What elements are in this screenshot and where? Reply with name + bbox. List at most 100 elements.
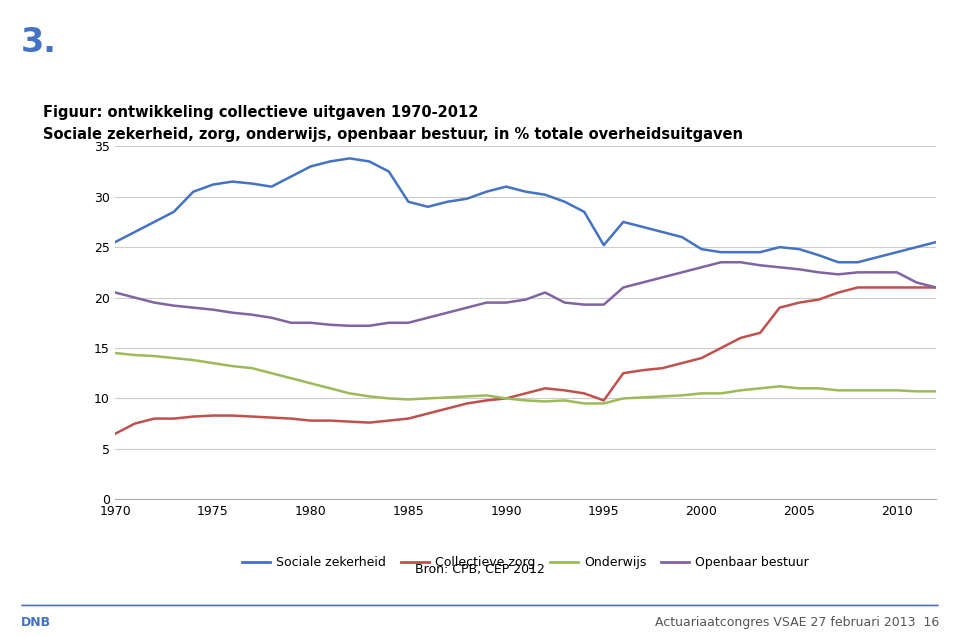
Openbaar bestuur — [832, 270, 844, 278]
Sociale zekerheid — [774, 244, 785, 251]
Sociale zekerheid — [207, 181, 219, 188]
Openbaar bestuur — [149, 299, 160, 307]
Onderwijs — [637, 394, 649, 401]
Sociale zekerheid — [540, 191, 551, 198]
Collectieve zorg — [383, 417, 395, 424]
Onderwijs — [344, 389, 355, 397]
Openbaar bestuur — [891, 268, 902, 276]
Onderwijs — [930, 387, 942, 395]
Collectieve zorg — [500, 394, 512, 402]
Sociale zekerheid — [324, 158, 336, 165]
Openbaar bestuur — [383, 319, 395, 327]
Text: Figuur: ontwikkeling collectieve uitgaven 1970-2012: Figuur: ontwikkeling collectieve uitgave… — [43, 105, 479, 120]
Collectieve zorg — [793, 299, 804, 307]
Onderwijs — [187, 356, 199, 364]
Text: Sociale zekerheid, zorg, onderwijs, openbaar bestuur, in % totale overheidsuitga: Sociale zekerheid, zorg, onderwijs, open… — [43, 127, 743, 142]
Sociale zekerheid — [813, 251, 825, 259]
Onderwijs — [402, 396, 414, 403]
Openbaar bestuur — [676, 268, 687, 276]
Sociale zekerheid — [832, 258, 844, 266]
Onderwijs — [285, 375, 297, 382]
Onderwijs — [109, 349, 121, 357]
Sociale zekerheid — [696, 245, 708, 253]
Line: Collectieve zorg: Collectieve zorg — [115, 287, 936, 434]
Collectieve zorg — [696, 354, 708, 362]
Collectieve zorg — [442, 404, 453, 412]
Sociale zekerheid — [579, 208, 590, 216]
Openbaar bestuur — [187, 304, 199, 312]
Collectieve zorg — [911, 284, 923, 291]
Onderwijs — [832, 387, 844, 394]
Onderwijs — [324, 385, 336, 392]
Collectieve zorg — [598, 397, 610, 404]
Openbaar bestuur — [774, 263, 785, 271]
Sociale zekerheid — [559, 198, 570, 205]
Sociale zekerheid — [422, 203, 434, 211]
Onderwijs — [872, 387, 883, 394]
Sociale zekerheid — [383, 168, 395, 176]
Collectieve zorg — [168, 415, 180, 422]
Sociale zekerheid — [149, 218, 160, 226]
Openbaar bestuur — [540, 289, 551, 296]
Text: Bron: CPB, CEP 2012: Bron: CPB, CEP 2012 — [415, 563, 545, 576]
Openbaar bestuur — [266, 314, 277, 322]
Collectieve zorg — [637, 366, 649, 374]
Sociale zekerheid — [872, 253, 883, 261]
Onderwijs — [774, 382, 785, 390]
Collectieve zorg — [364, 418, 375, 426]
Sociale zekerheid — [500, 183, 512, 190]
Sociale zekerheid — [715, 248, 727, 256]
Onderwijs — [715, 389, 727, 397]
Sociale zekerheid — [129, 228, 140, 236]
Collectieve zorg — [402, 415, 414, 422]
Text: Actuariaatcongres VSAE 27 februari 2013  16: Actuariaatcongres VSAE 27 februari 2013 … — [655, 616, 939, 628]
Onderwijs — [383, 394, 395, 402]
Collectieve zorg — [676, 359, 687, 367]
Collectieve zorg — [715, 344, 727, 352]
Collectieve zorg — [657, 364, 668, 372]
Openbaar bestuur — [657, 273, 668, 281]
Sociale zekerheid — [755, 248, 766, 256]
Collectieve zorg — [734, 334, 746, 342]
Onderwijs — [246, 364, 257, 372]
Openbaar bestuur — [481, 299, 492, 307]
Collectieve zorg — [207, 411, 219, 419]
Onderwijs — [168, 354, 180, 362]
Openbaar bestuur — [715, 258, 727, 266]
Collectieve zorg — [481, 397, 492, 404]
Sociale zekerheid — [911, 244, 923, 251]
Onderwijs — [129, 351, 140, 359]
Collectieve zorg — [422, 410, 434, 417]
Sociale zekerheid — [109, 238, 121, 246]
Collectieve zorg — [461, 399, 472, 407]
Sociale zekerheid — [637, 223, 649, 231]
Line: Sociale zekerheid: Sociale zekerheid — [115, 158, 936, 262]
Collectieve zorg — [832, 289, 844, 296]
Collectieve zorg — [129, 420, 140, 427]
Openbaar bestuur — [227, 309, 238, 317]
Openbaar bestuur — [734, 258, 746, 266]
Sociale zekerheid — [364, 158, 375, 165]
Openbaar bestuur — [422, 314, 434, 322]
Onderwijs — [305, 380, 317, 387]
Onderwijs — [734, 387, 746, 394]
Openbaar bestuur — [637, 279, 649, 286]
Collectieve zorg — [109, 430, 121, 438]
Openbaar bestuur — [109, 289, 121, 296]
Openbaar bestuur — [872, 268, 883, 276]
Sociale zekerheid — [305, 163, 317, 170]
Text: DNB: DNB — [21, 616, 51, 628]
Collectieve zorg — [149, 415, 160, 422]
Openbaar bestuur — [696, 263, 708, 271]
Collectieve zorg — [617, 370, 629, 377]
Sociale zekerheid — [617, 218, 629, 226]
Onderwijs — [852, 387, 864, 394]
Collectieve zorg — [187, 413, 199, 420]
Openbaar bestuur — [500, 299, 512, 307]
Onderwijs — [149, 352, 160, 360]
Sociale zekerheid — [519, 188, 531, 195]
Onderwijs — [657, 392, 668, 400]
Onderwijs — [266, 370, 277, 377]
Sociale zekerheid — [676, 233, 687, 241]
Collectieve zorg — [266, 414, 277, 422]
